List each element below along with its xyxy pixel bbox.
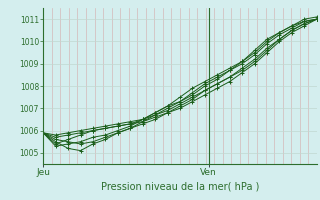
X-axis label: Pression niveau de la mer( hPa ): Pression niveau de la mer( hPa ) — [101, 181, 259, 191]
